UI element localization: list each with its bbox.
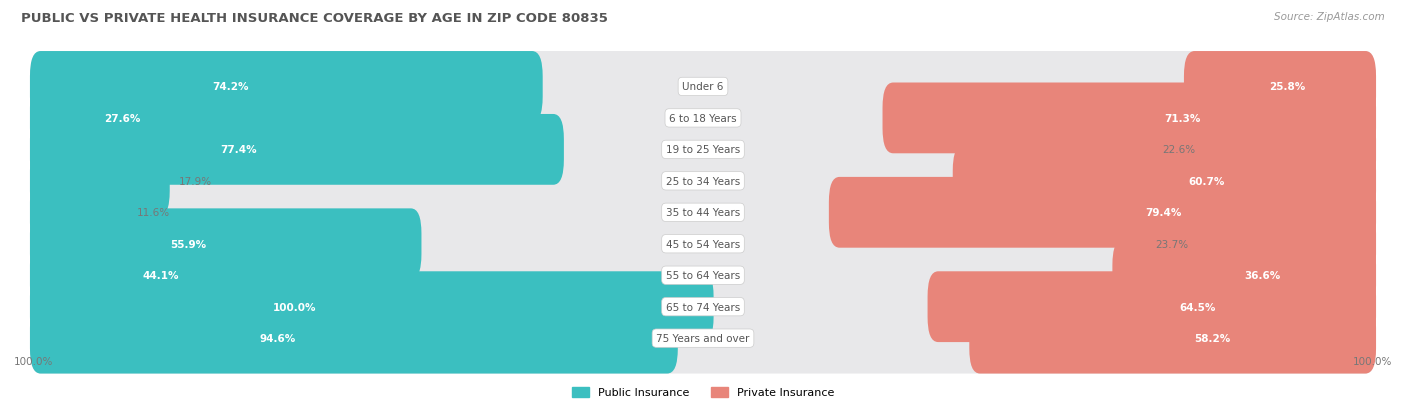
FancyBboxPatch shape	[1198, 209, 1376, 280]
FancyBboxPatch shape	[30, 115, 1376, 185]
FancyBboxPatch shape	[30, 52, 1376, 123]
FancyBboxPatch shape	[30, 178, 128, 248]
Text: 17.9%: 17.9%	[179, 176, 212, 186]
Text: 23.7%: 23.7%	[1156, 239, 1188, 249]
Text: 44.1%: 44.1%	[143, 271, 180, 280]
Text: 58.2%: 58.2%	[1194, 333, 1230, 343]
Text: 94.6%: 94.6%	[260, 333, 297, 343]
FancyBboxPatch shape	[30, 146, 170, 217]
FancyBboxPatch shape	[1205, 115, 1376, 185]
FancyBboxPatch shape	[1184, 52, 1376, 123]
Text: 36.6%: 36.6%	[1244, 271, 1281, 280]
Text: 100.0%: 100.0%	[273, 302, 316, 312]
Text: 11.6%: 11.6%	[138, 208, 170, 218]
FancyBboxPatch shape	[969, 303, 1376, 374]
Text: 75 Years and over: 75 Years and over	[657, 333, 749, 343]
Text: 100.0%: 100.0%	[14, 356, 53, 366]
Legend: Public Insurance, Private Insurance: Public Insurance, Private Insurance	[568, 382, 838, 402]
FancyBboxPatch shape	[830, 178, 1376, 248]
Text: 79.4%: 79.4%	[1144, 208, 1181, 218]
FancyBboxPatch shape	[30, 209, 1376, 280]
Text: 60.7%: 60.7%	[1188, 176, 1225, 186]
Text: 35 to 44 Years: 35 to 44 Years	[666, 208, 740, 218]
FancyBboxPatch shape	[30, 209, 422, 280]
FancyBboxPatch shape	[953, 146, 1376, 217]
Text: 74.2%: 74.2%	[212, 82, 249, 92]
Text: 45 to 54 Years: 45 to 54 Years	[666, 239, 740, 249]
FancyBboxPatch shape	[30, 83, 233, 154]
FancyBboxPatch shape	[30, 303, 1376, 374]
Text: 27.6%: 27.6%	[104, 114, 141, 123]
Text: 55 to 64 Years: 55 to 64 Years	[666, 271, 740, 280]
FancyBboxPatch shape	[928, 272, 1376, 342]
FancyBboxPatch shape	[30, 303, 678, 374]
Text: 71.3%: 71.3%	[1164, 114, 1201, 123]
Text: 100.0%: 100.0%	[1353, 356, 1392, 366]
Text: Under 6: Under 6	[682, 82, 724, 92]
Text: 77.4%: 77.4%	[219, 145, 257, 155]
Text: 55.9%: 55.9%	[170, 239, 207, 249]
FancyBboxPatch shape	[30, 83, 1376, 154]
Text: PUBLIC VS PRIVATE HEALTH INSURANCE COVERAGE BY AGE IN ZIP CODE 80835: PUBLIC VS PRIVATE HEALTH INSURANCE COVER…	[21, 12, 607, 25]
Text: 6 to 18 Years: 6 to 18 Years	[669, 114, 737, 123]
Text: Source: ZipAtlas.com: Source: ZipAtlas.com	[1274, 12, 1385, 22]
Text: 25 to 34 Years: 25 to 34 Years	[666, 176, 740, 186]
Text: 25.8%: 25.8%	[1270, 82, 1306, 92]
Text: 22.6%: 22.6%	[1163, 145, 1197, 155]
FancyBboxPatch shape	[30, 146, 1376, 217]
Text: 19 to 25 Years: 19 to 25 Years	[666, 145, 740, 155]
FancyBboxPatch shape	[30, 272, 714, 342]
Text: 64.5%: 64.5%	[1180, 302, 1216, 312]
FancyBboxPatch shape	[30, 115, 564, 185]
FancyBboxPatch shape	[30, 240, 1376, 311]
FancyBboxPatch shape	[1112, 240, 1376, 311]
FancyBboxPatch shape	[30, 178, 1376, 248]
FancyBboxPatch shape	[30, 240, 343, 311]
FancyBboxPatch shape	[30, 272, 1376, 342]
Text: 65 to 74 Years: 65 to 74 Years	[666, 302, 740, 312]
FancyBboxPatch shape	[30, 52, 543, 123]
FancyBboxPatch shape	[883, 83, 1376, 154]
